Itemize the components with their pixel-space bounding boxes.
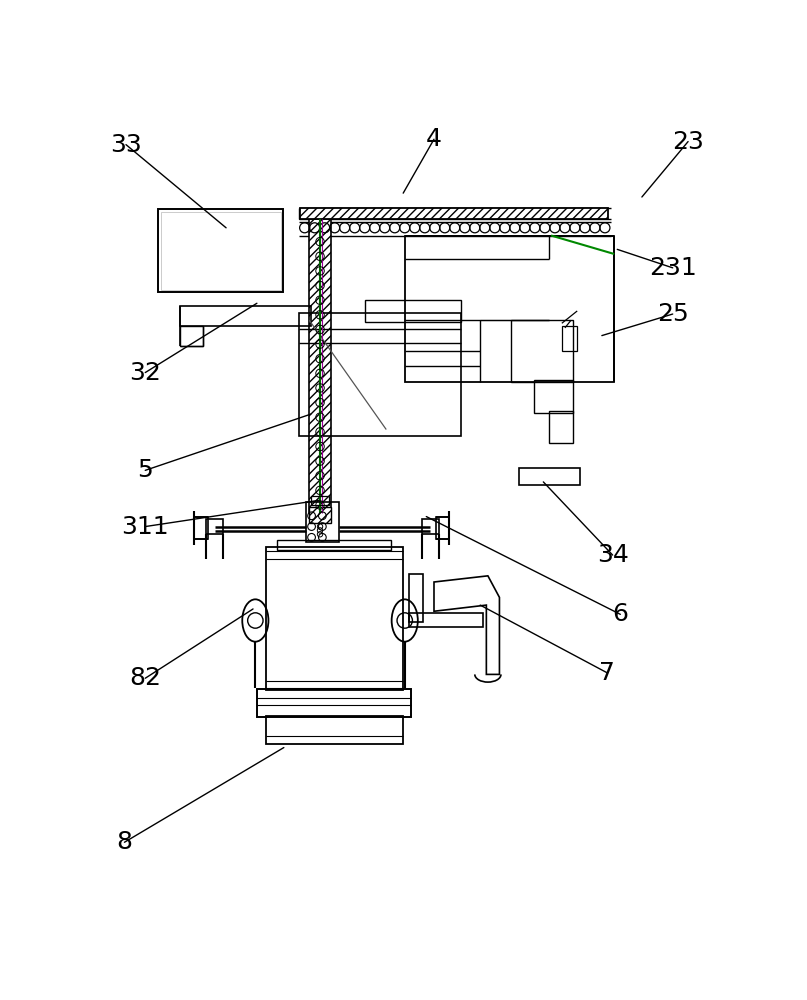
Bar (436, 517, 449, 539)
Bar (309, 507, 331, 523)
Bar (405, 235, 614, 382)
Bar (550, 411, 573, 443)
Text: 23: 23 (672, 130, 704, 154)
Bar (365, 300, 461, 322)
Bar (257, 689, 411, 717)
Bar (158, 209, 283, 292)
Bar (306, 502, 338, 542)
Bar (266, 547, 404, 690)
Bar (409, 613, 483, 627)
Bar (309, 219, 331, 513)
Text: 311: 311 (121, 515, 169, 539)
Text: 34: 34 (596, 543, 629, 567)
Text: 4: 4 (426, 127, 442, 151)
Bar (277, 540, 391, 550)
Text: 32: 32 (129, 361, 161, 385)
Text: 8: 8 (116, 830, 132, 854)
Text: 82: 82 (129, 666, 161, 690)
Bar (299, 312, 461, 436)
Bar (180, 326, 203, 346)
Text: 25: 25 (657, 302, 688, 326)
Bar (519, 468, 580, 485)
Text: 5: 5 (137, 458, 153, 482)
Bar (311, 496, 329, 505)
Text: 7: 7 (600, 661, 615, 685)
Bar (422, 519, 439, 534)
Bar (534, 380, 573, 413)
Bar (194, 517, 207, 539)
Text: 33: 33 (110, 133, 142, 157)
Bar (511, 320, 573, 382)
Bar (300, 208, 608, 219)
Text: 6: 6 (613, 602, 629, 626)
Bar (562, 326, 577, 351)
Bar (206, 519, 223, 534)
Bar (409, 574, 423, 622)
Bar (161, 212, 281, 290)
Text: 231: 231 (649, 256, 696, 280)
Bar (266, 716, 404, 744)
Bar (180, 306, 311, 326)
